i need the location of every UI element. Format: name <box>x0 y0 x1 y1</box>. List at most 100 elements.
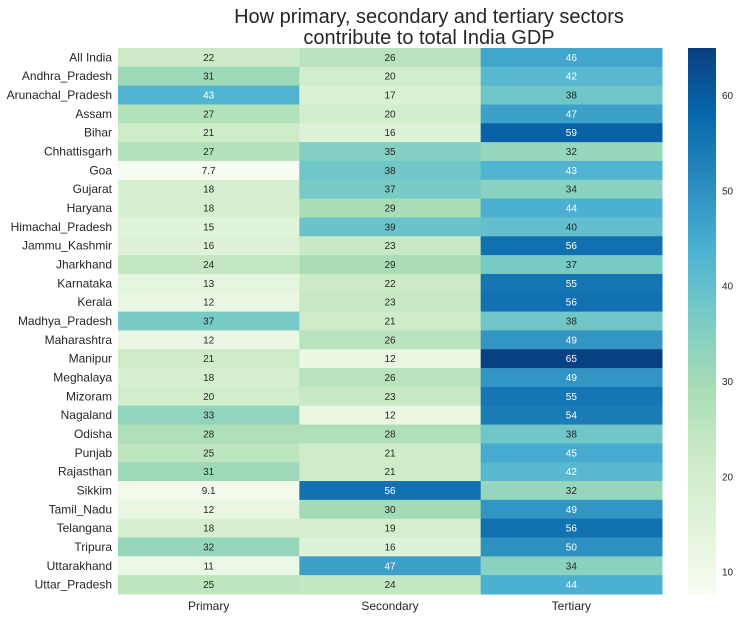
cell-value-label: 27 <box>203 147 215 158</box>
cell-value-label: 49 <box>566 373 578 384</box>
heatmap-cell <box>299 330 482 350</box>
cell-value-label: 47 <box>384 561 396 572</box>
heatmap-cell <box>118 462 300 482</box>
colorbar-tick-label: 30 <box>722 377 734 388</box>
heatmap-cell <box>480 330 663 350</box>
row-label: Jharkhand <box>56 258 112 272</box>
heatmap-cell <box>118 349 300 369</box>
cell-value-label: 34 <box>566 185 578 196</box>
heatmap-cell <box>299 518 482 539</box>
heatmap-cell <box>118 405 300 426</box>
heatmap-cell <box>480 66 663 87</box>
cell-value-label: 56 <box>566 241 578 252</box>
row-label: Meghalaya <box>53 370 112 384</box>
heatmap-cell <box>480 160 663 181</box>
row-label: Uttarakhand <box>47 559 112 573</box>
cell-value-label: 27 <box>203 109 215 120</box>
column-label: Tertiary <box>552 599 591 613</box>
cell-value-label: 37 <box>203 317 215 328</box>
heatmap-cell <box>118 556 300 576</box>
cell-value-label: 39 <box>384 222 396 233</box>
heatmap-cell <box>299 499 482 520</box>
cell-value-label: 18 <box>203 204 215 215</box>
heatmap-cell <box>299 66 482 87</box>
heatmap-cell <box>299 217 482 237</box>
heatmap-cell <box>118 255 300 275</box>
heatmap-cell <box>299 556 482 576</box>
cell-value-label: 21 <box>384 467 396 478</box>
cell-value-label: 59 <box>566 128 578 139</box>
heatmap-cell <box>480 104 663 124</box>
column-labels: Primary Secondary Tertiary <box>188 599 591 613</box>
row-label: Telangana <box>57 521 113 535</box>
cell-value-label: 12 <box>203 335 215 346</box>
cell-value-label: 16 <box>384 128 396 139</box>
heatmap-cell <box>118 273 300 294</box>
cell-value-label: 13 <box>203 279 215 290</box>
cell-value-label: 12 <box>203 298 215 309</box>
cell-value-label: 25 <box>203 448 215 459</box>
heatmap-cell <box>299 349 482 369</box>
cell-value-label: 30 <box>384 505 396 516</box>
heatmap-cell <box>299 537 482 557</box>
heatmap-cell <box>480 556 663 576</box>
heatmap-cell <box>118 142 300 162</box>
heatmap-cell <box>118 499 300 520</box>
cell-value-label: 23 <box>384 241 396 252</box>
heatmap-cell <box>480 179 663 200</box>
heatmap-cell <box>118 179 300 200</box>
heatmap-cell <box>118 368 300 388</box>
colorbar <box>688 48 716 594</box>
heatmap-cell <box>299 273 482 294</box>
row-label: Rajasthan <box>58 465 112 479</box>
heatmap-cell <box>299 160 482 181</box>
cell-value-label: 34 <box>566 561 578 572</box>
heatmap-cell <box>299 424 482 444</box>
heatmap-cell <box>299 123 482 143</box>
cell-value-label: 65 <box>566 354 578 365</box>
row-label: Kerala <box>77 295 112 309</box>
heatmap-cell <box>480 198 663 218</box>
heatmap-cell <box>480 85 663 105</box>
heatmap-cell <box>118 104 300 124</box>
heatmap-cell <box>118 518 300 539</box>
heatmap-cell <box>299 236 482 256</box>
heatmap-cell <box>118 330 300 350</box>
heatmap-cell <box>118 386 300 407</box>
cell-value-label: 18 <box>203 185 215 196</box>
cell-value-label: 21 <box>384 317 396 328</box>
cell-value-label: 38 <box>566 317 578 328</box>
colorbar-tick-label: 10 <box>722 568 734 579</box>
row-label: Punjab <box>75 446 113 460</box>
heatmap-cell <box>480 518 663 539</box>
cell-value-label: 49 <box>566 505 578 516</box>
colorbar-tick-label: 40 <box>722 282 734 293</box>
heatmap-cell <box>480 255 663 275</box>
heatmap-cell <box>480 481 663 501</box>
heatmap-cell <box>299 311 482 331</box>
heatmap-cell <box>299 142 482 162</box>
cell-value-label: 16 <box>384 542 396 553</box>
cell-value-label: 33 <box>203 411 215 422</box>
colorbar-tick-label: 60 <box>722 91 734 102</box>
heatmap-cell <box>118 424 300 444</box>
heatmap-cell <box>480 537 663 557</box>
cell-value-label: 44 <box>566 580 578 591</box>
heatmap-cell <box>480 292 663 313</box>
row-label: All India <box>69 50 112 64</box>
heatmap-cell <box>299 575 482 595</box>
cell-value-label: 28 <box>203 429 215 440</box>
cell-value-label: 12 <box>384 354 396 365</box>
row-label: Tripura <box>74 540 112 554</box>
row-label: Maharashtra <box>45 333 113 347</box>
cell-value-label: 40 <box>566 222 578 233</box>
cell-value-label: 44 <box>566 204 578 215</box>
cell-value-label: 21 <box>203 354 215 365</box>
row-label: Arunachal_Pradesh <box>7 88 112 102</box>
cell-value-label: 7.7 <box>202 166 216 177</box>
cell-value-label: 21 <box>384 448 396 459</box>
heatmap-cell <box>480 462 663 482</box>
colorbar-ticks: 10 20 30 40 50 60 <box>722 91 734 578</box>
cell-value-label: 11 <box>203 561 214 572</box>
